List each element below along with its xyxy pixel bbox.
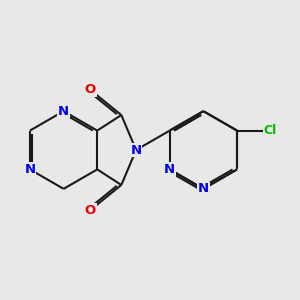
- Text: O: O: [85, 83, 96, 96]
- Text: Cl: Cl: [263, 124, 277, 137]
- Text: N: N: [58, 105, 69, 118]
- Text: N: N: [164, 163, 175, 176]
- Text: N: N: [24, 163, 35, 176]
- Text: N: N: [198, 182, 209, 195]
- Text: O: O: [85, 204, 96, 217]
- Text: N: N: [130, 143, 142, 157]
